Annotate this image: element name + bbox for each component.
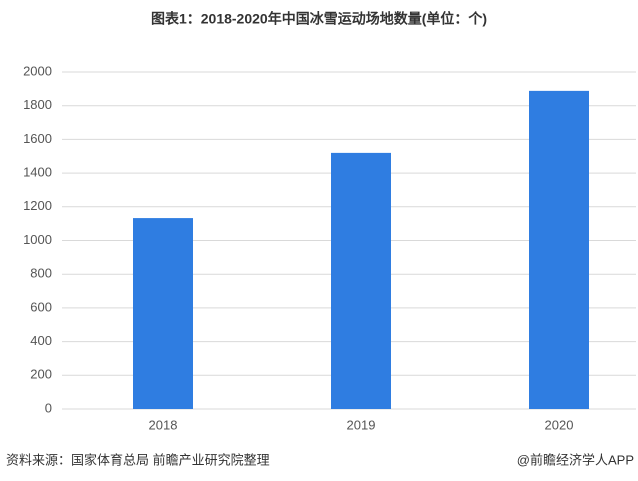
x-tick-label: 2019: [347, 417, 376, 432]
y-tick-label: 1200: [23, 198, 52, 213]
source-note: 资料来源：国家体育总局 前瞻产业研究院整理: [6, 452, 270, 467]
y-tick-label: 1400: [23, 165, 52, 180]
bar: [133, 218, 193, 409]
y-tick-label: 2000: [23, 63, 52, 78]
y-tick-label: 1000: [23, 232, 52, 247]
credit: @前瞻经济学人APP: [517, 452, 634, 467]
bar: [331, 152, 391, 409]
y-tick-label: 600: [30, 299, 52, 314]
y-tick-label: 400: [30, 333, 52, 348]
y-tick-label: 200: [30, 367, 52, 382]
x-tick-label: 2020: [545, 417, 574, 432]
y-tick-label: 0: [45, 400, 52, 415]
x-tick-label: 2018: [149, 417, 178, 432]
y-tick-label: 1800: [23, 97, 52, 112]
bar: [529, 90, 589, 409]
y-tick-label: 800: [30, 266, 52, 281]
chart-title: 图表1：2018-2020年中国冰雪运动场地数量(单位：个): [151, 11, 487, 27]
y-tick-label: 1600: [23, 131, 52, 146]
